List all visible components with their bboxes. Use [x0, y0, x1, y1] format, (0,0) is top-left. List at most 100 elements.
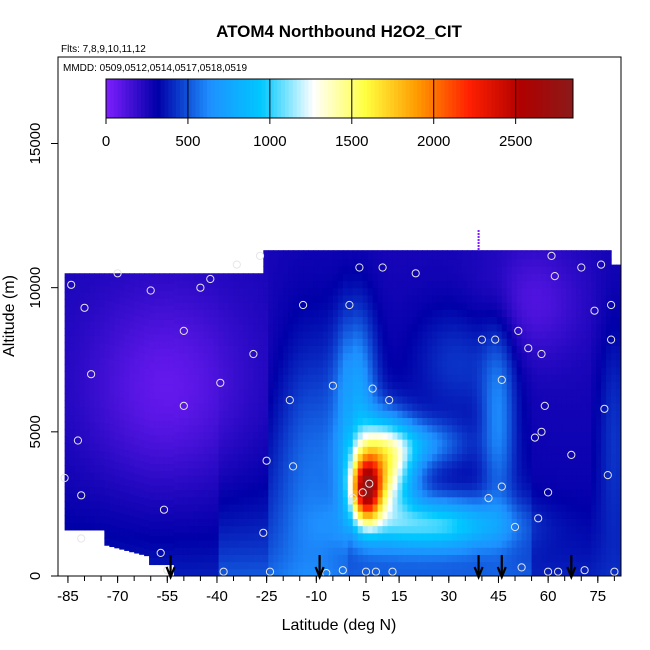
heat-cell	[417, 280, 423, 289]
heat-cell	[481, 489, 488, 498]
heat-cell	[268, 539, 274, 548]
heat-cell	[442, 345, 448, 354]
heat-cell	[288, 250, 294, 253]
heat-cell	[541, 561, 548, 570]
heat-cell	[322, 266, 329, 274]
heat-cell	[298, 359, 304, 368]
heat-cell	[228, 561, 235, 570]
heat-cell	[134, 423, 140, 431]
heat-cell	[268, 374, 274, 382]
heat-cell	[606, 554, 612, 563]
heat-cell	[308, 489, 314, 498]
heat-cell	[228, 496, 235, 505]
heat-cell	[546, 294, 553, 303]
heat-cell	[84, 486, 91, 495]
sample-point	[216, 378, 225, 387]
heat-cell	[496, 503, 503, 512]
heat-cell	[556, 280, 562, 289]
heat-cell	[596, 431, 602, 440]
heat-cell	[208, 503, 215, 512]
heat-cell	[322, 503, 329, 512]
heat-cell	[417, 417, 423, 426]
heat-cell	[268, 525, 274, 534]
heat-cell	[501, 381, 508, 390]
heat-cell	[377, 388, 384, 397]
heat-cell	[119, 354, 125, 363]
heat-cell	[536, 330, 543, 339]
heat-cell	[139, 381, 145, 390]
heat-cell	[94, 306, 100, 315]
heat-cell	[322, 547, 329, 555]
heat-cell	[452, 554, 458, 563]
heat-cell	[576, 453, 582, 462]
heat-cell	[352, 352, 359, 361]
heat-cell	[168, 304, 175, 313]
heat-cell	[144, 273, 150, 275]
heat-cell	[452, 352, 458, 361]
heat-cell	[178, 554, 185, 563]
heat-cell	[238, 302, 245, 310]
heat-cell	[551, 503, 558, 512]
heat-cell	[253, 345, 259, 354]
heat-cell	[293, 338, 299, 346]
heat-cell	[193, 547, 200, 555]
heat-cell	[188, 338, 195, 346]
heat-cell	[243, 446, 250, 455]
heat-cell	[283, 482, 289, 491]
heat-cell	[586, 345, 592, 354]
heat-cell	[357, 352, 364, 361]
heat-cell	[248, 439, 254, 447]
heat-cell	[139, 337, 145, 346]
heat-cell	[536, 323, 543, 332]
heat-cell	[223, 568, 230, 576]
heat-cell	[104, 480, 110, 489]
heat-cell	[288, 453, 294, 462]
heat-cell	[223, 338, 230, 346]
heat-cell	[586, 554, 592, 563]
heat-cell	[526, 251, 533, 260]
heat-cell	[317, 475, 324, 483]
heat-cell	[352, 273, 359, 282]
heat-cell	[476, 251, 483, 260]
heat-cell	[203, 511, 210, 519]
heat-cell	[536, 273, 543, 282]
heat-cell	[447, 345, 453, 354]
heat-cell	[616, 309, 621, 318]
heat-cell	[412, 309, 418, 318]
heat-cell	[317, 330, 324, 339]
heat-cell	[521, 489, 528, 498]
heat-cell	[556, 250, 562, 253]
heat-cell	[134, 502, 140, 511]
heat-cell	[511, 273, 518, 282]
heat-cell	[581, 547, 587, 555]
heat-cell	[486, 330, 493, 339]
heat-cell	[114, 345, 120, 354]
heat-cell	[154, 499, 160, 508]
heat-cell	[506, 273, 513, 282]
heat-cell	[576, 330, 582, 339]
heat-cell	[223, 323, 230, 332]
heat-cell	[417, 352, 423, 361]
heat-cell	[268, 251, 274, 260]
heat-cell	[203, 316, 210, 325]
heat-cell	[596, 518, 602, 527]
heat-cell	[238, 525, 245, 534]
heat-cell	[566, 251, 572, 260]
heat-cell	[159, 312, 165, 320]
heat-cell	[258, 532, 264, 541]
heat-cell	[332, 381, 339, 390]
heat-cell	[516, 439, 523, 447]
heat-cell	[387, 374, 394, 382]
heat-cell	[556, 539, 562, 548]
heat-cell	[581, 352, 587, 361]
heat-cell	[417, 287, 423, 296]
heat-cell	[576, 287, 582, 296]
heat-cell	[432, 532, 438, 541]
heat-cell	[496, 403, 503, 411]
heat-cell	[198, 359, 205, 368]
heat-cell	[119, 273, 125, 276]
heat-cell	[546, 345, 553, 354]
heat-cell	[501, 266, 508, 274]
heat-cell	[144, 382, 150, 391]
heat-cell	[303, 525, 309, 534]
